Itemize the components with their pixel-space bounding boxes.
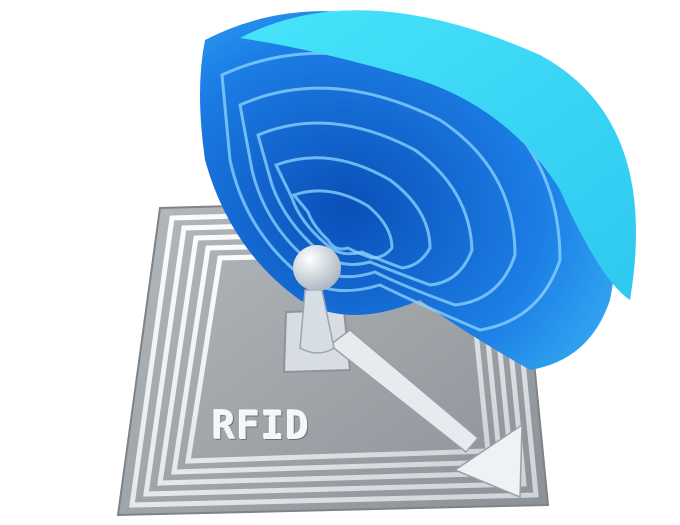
rfid-label: RFID [212,404,310,449]
antenna-node [293,245,341,354]
